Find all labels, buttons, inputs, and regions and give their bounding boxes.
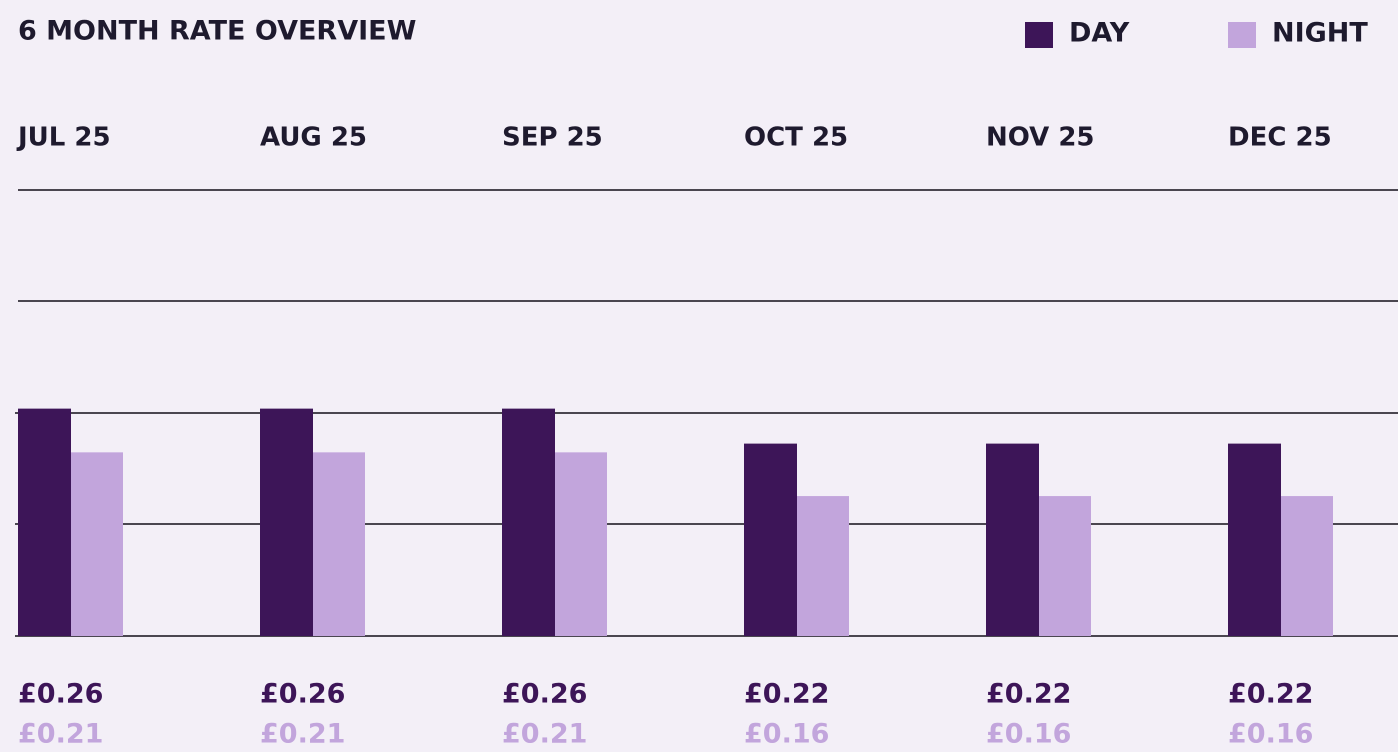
bar (1038, 496, 1091, 636)
bar (744, 443, 797, 636)
value-label: £0.26 (18, 679, 103, 710)
bar (502, 408, 555, 636)
x-tick-label: NOV 25 (986, 123, 1095, 153)
value-label: £0.26 (260, 679, 345, 710)
bar (796, 496, 849, 636)
value-label: £0.21 (18, 719, 103, 750)
bar (1228, 443, 1281, 636)
bar (554, 452, 607, 636)
legend-swatch (1228, 22, 1256, 48)
bar (70, 452, 123, 636)
value-label: £0.26 (502, 679, 587, 710)
value-label: £0.21 (502, 719, 587, 750)
legend-label: DAY (1069, 18, 1130, 49)
value-label: £0.22 (986, 679, 1071, 710)
legend-swatch (1025, 22, 1053, 48)
bar (312, 452, 365, 636)
x-tick-label: SEP 25 (502, 123, 603, 153)
chart-title: 6 MONTH RATE OVERVIEW (18, 16, 416, 47)
x-tick-label: JUL 25 (16, 123, 111, 153)
value-label: £0.16 (986, 719, 1071, 750)
value-label: £0.16 (744, 719, 829, 750)
value-label: £0.22 (744, 679, 829, 710)
value-label: £0.16 (1228, 719, 1313, 750)
bar (1280, 496, 1333, 636)
bar (18, 408, 71, 636)
value-label: £0.22 (1228, 679, 1313, 710)
x-tick-label: OCT 25 (744, 123, 848, 153)
bar (260, 408, 313, 636)
x-tick-label: DEC 25 (1228, 123, 1332, 153)
bar (986, 443, 1039, 636)
x-tick-label: AUG 25 (260, 123, 367, 153)
value-label: £0.21 (260, 719, 345, 750)
legend-label: NIGHT (1272, 18, 1368, 49)
grid (15, 189, 1398, 637)
